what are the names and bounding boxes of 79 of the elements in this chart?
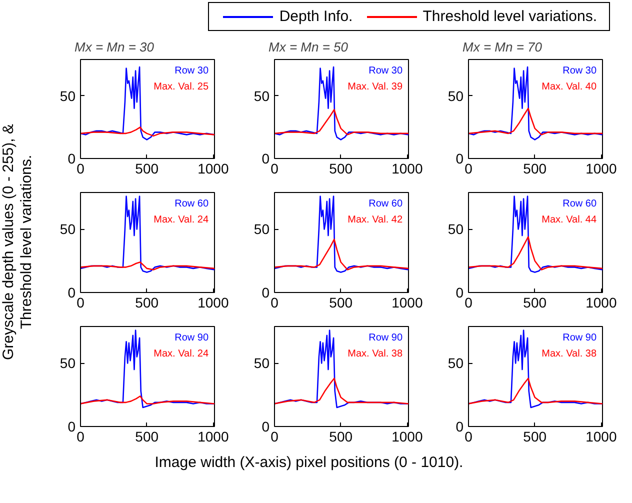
x-tick-label: 500 (135, 294, 159, 310)
line-series (80, 66, 214, 140)
legend-label: Threshold level variations. (422, 8, 597, 25)
y-tick-label: 50 (254, 221, 270, 238)
annotation: Row 60 (368, 198, 403, 210)
annotation: Row 30 (174, 66, 209, 76)
x-tick-label: 500 (329, 428, 353, 444)
line-series (274, 238, 408, 270)
x-tick-label: 1000 (392, 428, 423, 444)
x-axis-title: Image width (X-axis) pixel positions (0 - 1010). (154, 453, 464, 473)
line-series (468, 66, 602, 140)
y-tick-label: 0 (456, 418, 464, 434)
line-series (80, 126, 214, 137)
y-tick-label: 0 (456, 284, 464, 300)
annotation: Row 60 (174, 198, 209, 210)
legend-label: Depth Info. (279, 8, 353, 25)
y-tick-label: 0 (262, 284, 270, 300)
x-tick-label: 1000 (586, 160, 617, 176)
annotation: Max. Val. 25 (154, 82, 209, 92)
x-tick-label: 500 (329, 294, 353, 310)
line-series (274, 330, 408, 408)
x-tick-label: 1000 (198, 160, 229, 176)
annotation: Max. Val. 38 (348, 348, 403, 360)
line-series (468, 108, 602, 136)
line-series (80, 330, 214, 408)
y-tick-label: 50 (60, 88, 76, 104)
annotation: Max. Val. 24 (154, 214, 209, 226)
annotation: Max. Val. 24 (154, 348, 209, 360)
annotation: Row 90 (368, 332, 403, 344)
line-series (274, 378, 408, 404)
line-series (468, 236, 602, 270)
annotation: Row 90 (174, 332, 209, 344)
x-tick-label: 1000 (586, 294, 617, 310)
y-tick-label: 50 (254, 355, 270, 372)
line-series (274, 108, 408, 136)
x-tick-label: 1000 (392, 160, 423, 176)
x-tick-label: 1000 (198, 294, 229, 310)
line-series (274, 196, 408, 273)
y-tick-label: 0 (456, 150, 464, 166)
y-tick-label: 50 (60, 221, 76, 238)
y-tick-label: 50 (448, 355, 464, 372)
annotation: Max. Val. 38 (542, 348, 597, 360)
chart-title: Mx = Mn = 50 (268, 40, 349, 54)
y-axis-title: Greyscale depth values (0 - 255), & Threshold level variations. (0, 123, 36, 362)
y-tick-label: 0 (68, 284, 76, 300)
annotation: Max. Val. 39 (348, 82, 403, 92)
annotation: Row 30 (562, 66, 597, 76)
x-tick-label: 500 (523, 294, 547, 310)
x-tick-label: 500 (523, 160, 547, 176)
line-series (80, 261, 214, 270)
annotation: Max. Val. 40 (542, 82, 597, 92)
chart-title: Mx = Mn = 70 (462, 40, 543, 54)
annotation: Max. Val. 42 (348, 214, 403, 226)
y-tick-label: 0 (262, 418, 270, 434)
x-tick-label: 500 (135, 160, 159, 176)
line-series (468, 196, 602, 273)
y-tick-label: 50 (60, 355, 76, 372)
y-tick-label: 0 (68, 150, 76, 166)
line-series (468, 330, 602, 408)
x-tick-label: 1000 (586, 428, 617, 444)
annotation: Max. Val. 44 (542, 214, 597, 226)
y-tick-label: 50 (448, 88, 464, 104)
annotation: Row 90 (562, 332, 597, 344)
x-tick-label: 500 (329, 160, 353, 176)
line-series (80, 395, 214, 404)
line-series (468, 378, 602, 404)
annotation: Row 30 (368, 66, 403, 76)
x-tick-label: 500 (523, 428, 547, 444)
y-tick-label: 50 (448, 221, 464, 238)
x-tick-label: 500 (135, 428, 159, 444)
x-tick-label: 1000 (392, 294, 423, 310)
annotation: Row 60 (562, 198, 597, 210)
y-tick-label: 50 (254, 88, 270, 104)
y-tick-label: 0 (262, 150, 270, 166)
x-tick-label: 1000 (198, 428, 229, 444)
line-series (80, 196, 214, 273)
line-series (274, 66, 408, 140)
y-tick-label: 0 (68, 418, 76, 434)
chart-title: Mx = Mn = 30 (74, 40, 155, 54)
